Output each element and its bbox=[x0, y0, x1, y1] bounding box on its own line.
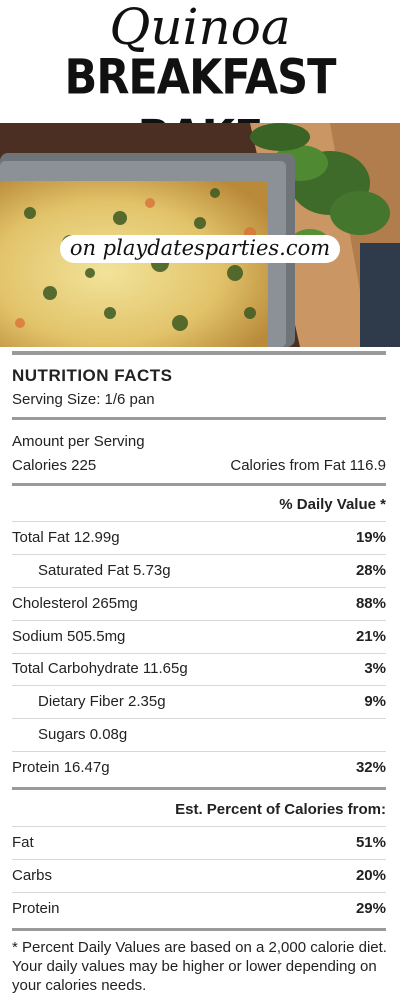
row-sodium-value: 21% bbox=[355, 628, 386, 645]
nutrition-facts-panel: NUTRITION FACTS Serving Size: 1/6 pan Am… bbox=[0, 347, 400, 1001]
row-divider bbox=[12, 859, 386, 860]
daily-value-header: % Daily Value * bbox=[279, 496, 386, 513]
source-protein-label: Protein bbox=[12, 900, 60, 917]
nutrition-heading: NUTRITION FACTS bbox=[12, 366, 173, 385]
source-fat-value: 51% bbox=[355, 834, 386, 851]
row-saturated-fat-label: Saturated Fat 5.73g bbox=[38, 562, 171, 579]
title-script: Quinoa bbox=[109, 0, 291, 56]
calories-from-fat: Calories from Fat 116.9 bbox=[230, 457, 386, 474]
row-carbohydrate-label: Total Carbohydrate 11.65g bbox=[12, 660, 188, 677]
calories-from-header: Est. Percent of Calories from: bbox=[175, 801, 386, 818]
serving-size: Serving Size: 1/6 pan bbox=[12, 391, 155, 408]
row-sodium-label: Sodium 505.5mg bbox=[12, 628, 126, 645]
row-sugars-label: Sugars 0.08g bbox=[38, 726, 128, 743]
row-cholesterol-label: Cholesterol 265mg bbox=[12, 595, 138, 612]
title-header: Quinoa BREAKFAST BAKE bbox=[0, 0, 400, 166]
row-fiber-value: 9% bbox=[364, 693, 386, 710]
row-protein-value: 32% bbox=[355, 759, 386, 776]
site-url: on playdatesparties.com bbox=[59, 235, 341, 263]
source-carbs-label: Carbs bbox=[12, 867, 53, 884]
source-fat-label: Fat bbox=[12, 834, 34, 851]
rule-footnote bbox=[12, 928, 386, 931]
row-total-fat-value: 19% bbox=[355, 529, 386, 546]
rule-dv bbox=[12, 521, 386, 522]
row-protein-label: Protein 16.47g bbox=[12, 759, 110, 776]
row-divider bbox=[12, 751, 386, 752]
row-divider bbox=[12, 685, 386, 686]
row-divider bbox=[12, 653, 386, 654]
row-saturated-fat-value: 28% bbox=[355, 562, 386, 579]
rule-protein bbox=[12, 787, 386, 790]
row-cholesterol-value: 88% bbox=[355, 595, 386, 612]
row-fiber-label: Dietary Fiber 2.35g bbox=[38, 693, 166, 710]
footnote: * Percent Daily Values are based on a 2,… bbox=[12, 939, 387, 994]
rule-top bbox=[12, 351, 386, 355]
row-carbohydrate-value: 3% bbox=[364, 660, 386, 677]
site-url-label: on playdatesparties.com bbox=[0, 235, 400, 263]
row-divider bbox=[12, 718, 386, 719]
row-divider bbox=[12, 620, 386, 621]
rule-calories-from bbox=[12, 826, 386, 827]
rule-calories bbox=[12, 483, 386, 486]
row-divider bbox=[12, 554, 386, 555]
source-protein-value: 29% bbox=[355, 900, 386, 917]
casserole-image bbox=[0, 123, 400, 347]
row-divider bbox=[12, 587, 386, 588]
source-carbs-value: 20% bbox=[355, 867, 386, 884]
calories: Calories 225 bbox=[12, 457, 97, 474]
row-total-fat-label: Total Fat 12.99g bbox=[12, 529, 120, 546]
casserole-photo: on playdatesparties.com bbox=[0, 123, 400, 347]
rule-serving bbox=[12, 417, 386, 420]
amount-per-serving: Amount per Serving bbox=[12, 433, 145, 450]
row-divider bbox=[12, 892, 386, 893]
